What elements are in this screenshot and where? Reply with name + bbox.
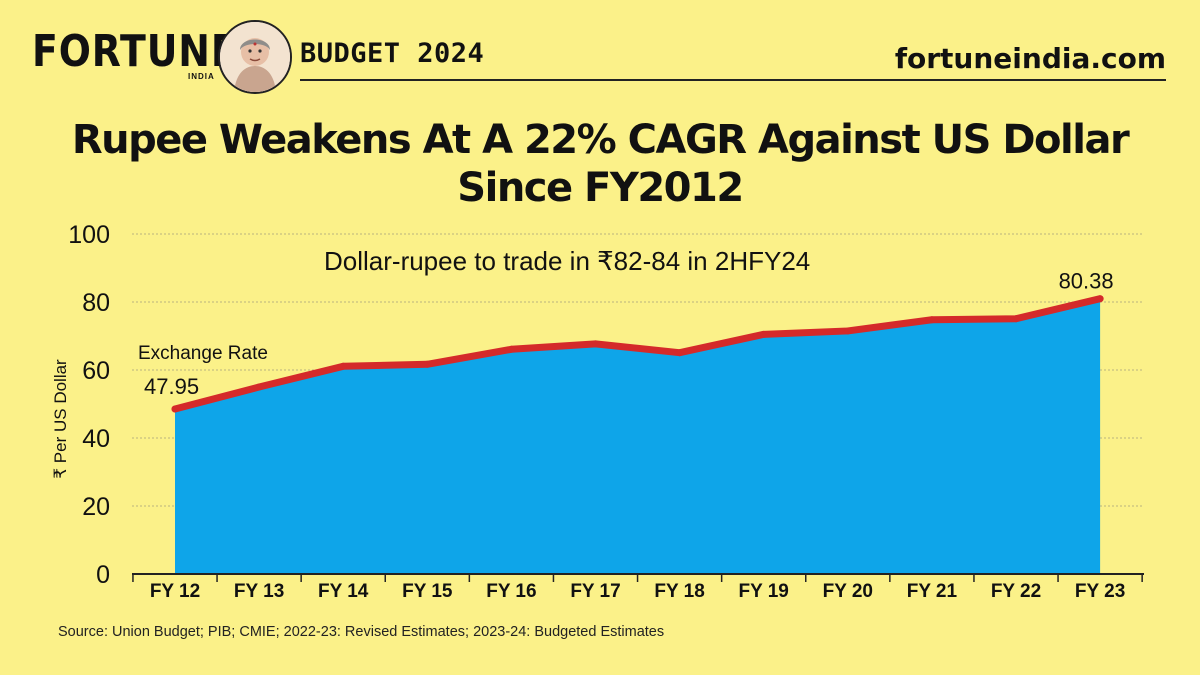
data-point [339, 362, 347, 370]
source-note: Source: Union Budget; PIB; CMIE; 2022-23… [58, 624, 665, 640]
y-tick-label: 100 [68, 221, 110, 249]
x-tick-label: FY 17 [570, 581, 620, 602]
brand-sub-label: INDIA [188, 72, 215, 81]
y-axis-title: ₹ Per US Dollar [51, 359, 70, 479]
series-line [171, 295, 1104, 413]
x-tick-label: FY 16 [486, 581, 536, 602]
section-label: BUDGET 2024 [300, 38, 485, 69]
x-tick-label: FY 22 [991, 581, 1041, 602]
chart-title-line-1: Rupee Weakens At A 22% CAGR Against US D… [71, 117, 1130, 163]
x-tick-label: FY 14 [318, 581, 369, 602]
x-tick-label: FY 18 [654, 581, 704, 602]
x-tick-label: FY 12 [150, 581, 200, 602]
x-tick-label: FY 19 [739, 581, 789, 602]
series-name-label: Exchange Rate [138, 343, 268, 364]
data-point [1012, 315, 1020, 323]
y-tick-label: 80 [82, 289, 110, 317]
chart-title: Rupee Weakens At A 22% CAGR Against US D… [0, 116, 1200, 212]
brand-logo: FORTUNE [32, 26, 238, 77]
y-tick-label: 60 [82, 357, 110, 385]
chart-title-line-2: Since FY2012 [457, 165, 744, 211]
x-tick-label: FY 21 [907, 581, 958, 602]
data-point [255, 383, 263, 391]
chart-subtitle: Dollar-rupee to trade in ₹82-84 in 2HFY2… [324, 246, 811, 276]
x-tick-label: FY 13 [234, 581, 284, 602]
data-point [760, 330, 768, 338]
site-url: fortuneindia.com [894, 42, 1166, 75]
data-label: 47.95 [144, 374, 199, 399]
data-point [592, 340, 599, 348]
x-tick-label: FY 15 [402, 581, 453, 602]
y-tick-label: 40 [82, 425, 110, 453]
y-tick-label: 20 [82, 493, 110, 521]
data-point [1096, 295, 1104, 303]
header: FORTUNE INDIA BUDGET 2024 fortuneindia.c… [0, 0, 1200, 100]
y-tick-label: 0 [96, 561, 110, 589]
data-point [423, 360, 431, 368]
x-tick-label: FY 23 [1075, 581, 1125, 602]
header-rule [300, 79, 1166, 81]
data-point [171, 405, 179, 413]
x-tick-label: FY 20 [823, 581, 873, 602]
data-label: 80.38 [1059, 269, 1114, 294]
data-point [507, 345, 515, 353]
series-area [175, 300, 1101, 574]
data-point [928, 316, 936, 324]
data-point [676, 349, 684, 357]
portrait-avatar [218, 20, 292, 94]
data-point [844, 327, 852, 335]
